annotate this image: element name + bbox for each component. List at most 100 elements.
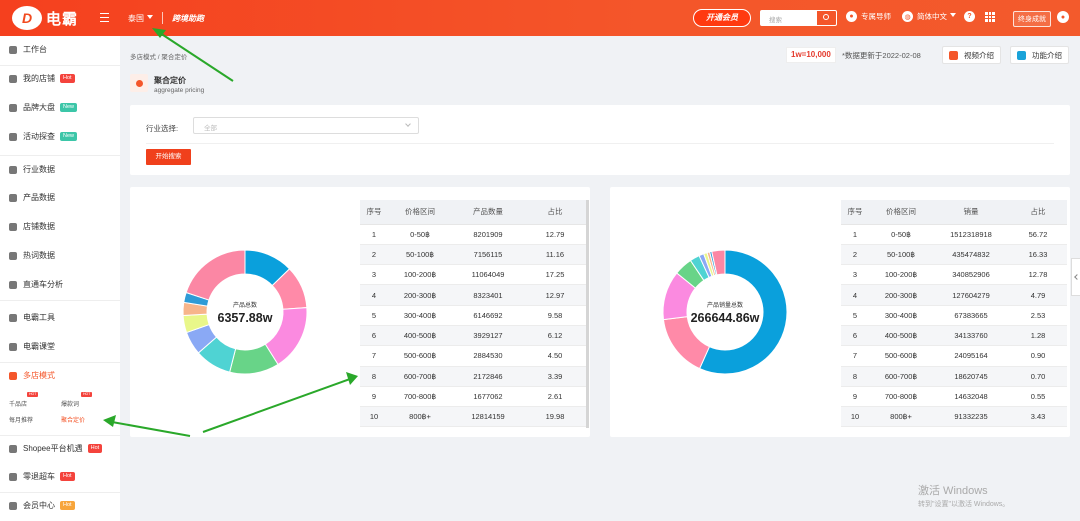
- feature-intro-button[interactable]: 功能介绍: [1010, 46, 1069, 64]
- feature-intro-label: 功能介绍: [1032, 50, 1062, 60]
- table-row: 3 100-200฿ 340852906 12.78: [841, 264, 1067, 286]
- sidebar-item[interactable]: 电霸课堂: [9, 341, 55, 352]
- sidebar-subitem[interactable]: 聚合定价: [61, 418, 86, 424]
- table-cell: 17.25: [524, 264, 586, 286]
- search-input[interactable]: 搜索: [769, 17, 782, 24]
- sidebar-item[interactable]: 品牌大盘 New: [9, 102, 78, 113]
- table-cell: 34133760: [933, 325, 1009, 347]
- sidebar-subitem[interactable]: 爆款词: [61, 402, 80, 408]
- table-cell: 200-300฿: [388, 284, 452, 306]
- video-intro-label: 视频介绍: [964, 50, 994, 60]
- product-count-center: 产品总数 6357.88w: [205, 300, 285, 325]
- table-cell: 50-100฿: [869, 244, 933, 266]
- shopee-icon: [9, 444, 17, 453]
- pie-slice-0-50฿[interactable]: [698, 249, 788, 375]
- store-icon: [9, 74, 17, 83]
- sidebar-subitem[interactable]: 千品店: [9, 402, 28, 408]
- sidebar-item[interactable]: 行业数据: [9, 164, 55, 175]
- product-count-value: 6357.88w: [217, 311, 273, 325]
- table-cell: 700-800฿: [388, 386, 452, 408]
- data-updated-text: *数据更新于2022-02-08: [842, 51, 921, 60]
- table-cell: 400-500฿: [388, 325, 452, 347]
- table-cell: 600-700฿: [869, 366, 933, 387]
- sidebar-item[interactable]: Shopee平台机遇 Hot: [9, 443, 103, 454]
- table-row: 2 50-100฿ 7156115 11.16: [360, 244, 586, 266]
- industry-select[interactable]: 全部: [193, 117, 419, 134]
- language-select[interactable]: ◍ 简体中文: [902, 11, 956, 22]
- video-intro-button[interactable]: 视频介绍: [942, 46, 1001, 64]
- activity-icon: [9, 132, 17, 141]
- table-row: 3 100-200฿ 11064049 17.25: [360, 264, 586, 286]
- product-icon: [9, 193, 17, 202]
- sidebar-divider: [0, 435, 120, 436]
- sidebar-subitem[interactable]: 每月推荐: [9, 418, 34, 424]
- help-button[interactable]: ?: [964, 11, 975, 22]
- sidebar-item[interactable]: 活动探查 New: [9, 131, 78, 142]
- table-cell: 14632048: [933, 386, 1009, 408]
- sidebar-item[interactable]: 工作台: [9, 44, 47, 55]
- product-count-label: 产品总数: [232, 303, 257, 309]
- table-cell: 11.16: [524, 244, 586, 266]
- search-box[interactable]: 搜索: [760, 10, 837, 26]
- sidebar-item[interactable]: 热词数据: [9, 250, 55, 261]
- advisor-link[interactable]: ● 专属导师: [846, 11, 891, 22]
- breadcrumb: 多店模式 / 聚合定价: [130, 54, 188, 61]
- table-cell: 800฿+: [388, 406, 452, 428]
- table-row: 1 0-50฿ 8201909 12.79: [360, 224, 586, 245]
- sidebar-badge: Hot: [60, 472, 75, 481]
- sidebar-item-label: 零退超车: [23, 472, 55, 481]
- search-button[interactable]: [816, 11, 836, 25]
- sidebar-divider: [0, 492, 120, 493]
- table-cell: 50-100฿: [388, 244, 452, 266]
- table-cell: 700-800฿: [869, 386, 933, 408]
- table-row: 2 50-100฿ 435474832 16.33: [841, 244, 1067, 266]
- open-membership-button[interactable]: 开通会员: [693, 9, 751, 27]
- sidebar-item[interactable]: 零退超车 Hot: [9, 471, 75, 482]
- table-cell: 2.61: [524, 386, 586, 408]
- sidebar-item[interactable]: 我的店铺 Hot: [9, 73, 75, 84]
- industry-icon: [9, 165, 17, 174]
- table-cell: 3: [841, 264, 869, 286]
- avatar[interactable]: ●: [1057, 11, 1069, 23]
- pie-slice-800฿+[interactable]: [711, 249, 726, 276]
- sidebar-divider: [0, 300, 120, 301]
- country-select[interactable]: 泰国: [128, 13, 153, 24]
- sidebar-item[interactable]: 会员中心 Hot: [9, 500, 75, 511]
- apps-grid-icon[interactable]: [985, 12, 995, 22]
- table-cell: 127604279: [933, 284, 1009, 306]
- table-header-row: 序号 价格区间 产品数量 占比: [360, 200, 586, 225]
- divider: [146, 143, 1054, 144]
- table-cell: 67383665: [933, 305, 1009, 326]
- sidebar-item[interactable]: 电霸工具: [9, 312, 55, 323]
- membership-pill[interactable]: 终身成就: [1013, 11, 1051, 27]
- sales-volume-center: 产品销量总数 266644.86w: [680, 300, 770, 325]
- ads-icon: [9, 280, 17, 289]
- table-cell: 4: [841, 284, 869, 306]
- sidebar-item[interactable]: 直通车分析: [9, 279, 63, 290]
- pie-slice-800฿+[interactable]: [185, 249, 246, 301]
- home-icon: [9, 45, 17, 54]
- table-row: 9 700-800฿ 14632048 0.55: [841, 386, 1067, 408]
- chevron-down-icon: [405, 121, 411, 127]
- sidebar-item-label: 会员中心: [23, 501, 55, 510]
- table-cell: 91332235: [933, 406, 1009, 428]
- table-cell: 0.70: [1009, 366, 1067, 387]
- table-cell: 56.72: [1009, 224, 1067, 245]
- sidebar-item[interactable]: 店铺数据: [9, 221, 55, 232]
- scrollbar[interactable]: [586, 200, 589, 428]
- logo[interactable]: D 电霸: [12, 6, 78, 30]
- start-search-button[interactable]: 开始搜索: [146, 149, 191, 165]
- trend-link[interactable]: 跨境助跑: [172, 14, 204, 23]
- pricing-icon: [130, 74, 148, 92]
- table-row: 8 600-700฿ 18620745 0.70: [841, 366, 1067, 387]
- sidebar-item[interactable]: 产品数据: [9, 192, 55, 203]
- column-header: 序号: [841, 200, 869, 225]
- table-cell: 3: [360, 264, 388, 286]
- sidebar-item[interactable]: 多店模式: [9, 370, 55, 381]
- collapse-panel-tab[interactable]: [1071, 258, 1080, 296]
- search-icon: [823, 14, 829, 20]
- table-cell: 0.55: [1009, 386, 1067, 408]
- table-cell: 8: [841, 366, 869, 387]
- page-title: 聚合定价: [154, 76, 186, 85]
- menu-icon[interactable]: [100, 13, 109, 22]
